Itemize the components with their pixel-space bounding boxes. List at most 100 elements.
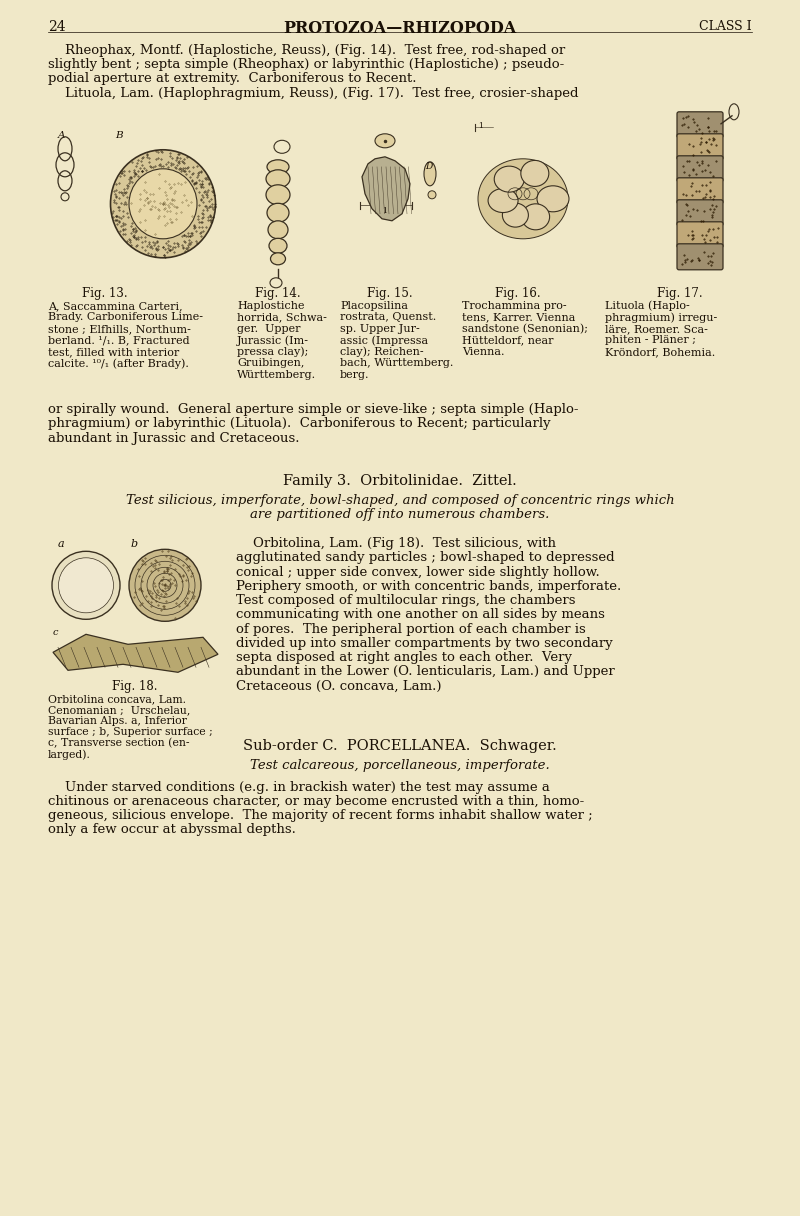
Text: bach, Württemberg.: bach, Württemberg. <box>340 359 454 368</box>
Text: 1: 1 <box>478 122 483 130</box>
Ellipse shape <box>270 253 286 265</box>
Ellipse shape <box>267 159 289 174</box>
Text: of pores.  The peripheral portion of each chamber is: of pores. The peripheral portion of each… <box>236 623 586 636</box>
Ellipse shape <box>274 140 290 153</box>
Text: test, filled with interior: test, filled with interior <box>48 347 179 356</box>
Text: B: B <box>115 131 122 140</box>
Text: Orbitolina, Lam. (Fig 18).  Test silicious, with: Orbitolina, Lam. (Fig 18). Test siliciou… <box>236 537 556 551</box>
Text: rostrata, Quenst.: rostrata, Quenst. <box>340 313 436 322</box>
Text: Cretaceous (O. concava, Lam.): Cretaceous (O. concava, Lam.) <box>236 680 442 692</box>
Text: clay); Reichen-: clay); Reichen- <box>340 347 424 358</box>
Ellipse shape <box>266 170 290 187</box>
Text: Cenomanian ;  Urschelau,: Cenomanian ; Urschelau, <box>48 705 190 715</box>
Text: abundant in Jurassic and Cretaceous.: abundant in Jurassic and Cretaceous. <box>48 432 299 445</box>
Ellipse shape <box>266 185 290 204</box>
Text: c: c <box>53 629 58 637</box>
Text: A: A <box>58 131 66 140</box>
Ellipse shape <box>478 159 568 238</box>
Text: Test calcareous, porcellaneous, imperforate.: Test calcareous, porcellaneous, imperfor… <box>250 759 550 771</box>
Ellipse shape <box>52 551 120 619</box>
FancyBboxPatch shape <box>677 199 723 226</box>
Text: Family 3.  Orbitolinidae.  Zittel.: Family 3. Orbitolinidae. Zittel. <box>283 474 517 488</box>
Ellipse shape <box>268 221 288 238</box>
Ellipse shape <box>424 162 436 186</box>
Ellipse shape <box>521 161 549 186</box>
Ellipse shape <box>269 238 287 253</box>
Text: pressa clay);: pressa clay); <box>237 347 308 358</box>
Text: Vienna.: Vienna. <box>462 347 505 356</box>
Text: ger.  Upper: ger. Upper <box>237 323 301 334</box>
Text: Fig. 14.: Fig. 14. <box>255 287 301 300</box>
Text: PROTOZOA—RHIZOPODA: PROTOZOA—RHIZOPODA <box>283 19 517 36</box>
Text: calcite. ¹⁰/₁ (after Brady).: calcite. ¹⁰/₁ (after Brady). <box>48 359 189 368</box>
Text: Haplostiche: Haplostiche <box>237 300 305 311</box>
Text: berg.: berg. <box>340 370 370 379</box>
Text: A, Saccammina Carteri,: A, Saccammina Carteri, <box>48 300 182 311</box>
Ellipse shape <box>502 203 528 227</box>
Text: phragmium) irregu-: phragmium) irregu- <box>605 313 718 323</box>
FancyBboxPatch shape <box>677 156 723 182</box>
FancyBboxPatch shape <box>677 112 723 137</box>
Text: Fig. 16.: Fig. 16. <box>495 287 541 300</box>
Text: chitinous or arenaceous character, or may become encrusted with a thin, homo-: chitinous or arenaceous character, or ma… <box>48 795 584 807</box>
FancyBboxPatch shape <box>677 178 723 204</box>
Ellipse shape <box>494 167 524 192</box>
Text: divided up into smaller compartments by two secondary: divided up into smaller compartments by … <box>236 637 613 649</box>
Text: D: D <box>425 162 432 170</box>
Text: Lituola (Haplo-: Lituola (Haplo- <box>605 300 690 311</box>
Text: abundant in the Lower (O. lenticularis, Lam.) and Upper: abundant in the Lower (O. lenticularis, … <box>236 665 614 679</box>
Text: Test composed of multilocular rings, the chambers: Test composed of multilocular rings, the… <box>236 595 575 607</box>
Text: assic (Impressa: assic (Impressa <box>340 336 428 345</box>
Text: sandstone (Senonian);: sandstone (Senonian); <box>462 323 588 334</box>
Text: Fig. 18.: Fig. 18. <box>112 680 158 693</box>
Text: c, Transverse section (en-: c, Transverse section (en- <box>48 738 190 749</box>
Text: slightly bent ; septa simple (Rheophax) or labyrinthic (Haplostiche) ; pseudo-: slightly bent ; septa simple (Rheophax) … <box>48 58 564 72</box>
Text: agglutinated sandy particles ; bowl-shaped to depressed: agglutinated sandy particles ; bowl-shap… <box>236 552 614 564</box>
Text: Orbitolina concava, Lam.: Orbitolina concava, Lam. <box>48 694 186 704</box>
Text: 1: 1 <box>382 207 387 215</box>
Text: Fig. 15.: Fig. 15. <box>367 287 413 300</box>
Text: septa disposed at right angles to each other.  Very: septa disposed at right angles to each o… <box>236 651 572 664</box>
Ellipse shape <box>375 134 395 148</box>
Text: Kröndorf, Bohemia.: Kröndorf, Bohemia. <box>605 347 715 356</box>
Text: Brady. Carboniferous Lime-: Brady. Carboniferous Lime- <box>48 313 203 322</box>
Text: stone ; Elfhills, Northum-: stone ; Elfhills, Northum- <box>48 323 191 334</box>
FancyBboxPatch shape <box>677 134 723 159</box>
Text: Gruibingen,: Gruibingen, <box>237 359 304 368</box>
FancyBboxPatch shape <box>677 243 723 270</box>
Polygon shape <box>362 157 410 221</box>
Text: Hütteldorf, near: Hütteldorf, near <box>462 336 554 345</box>
Text: läre, Roemer. Sca-: läre, Roemer. Sca- <box>605 323 708 334</box>
Text: are partitioned off into numerous chambers.: are partitioned off into numerous chambe… <box>250 508 550 522</box>
Text: geneous, silicious envelope.  The majority of recent forms inhabit shallow water: geneous, silicious envelope. The majorit… <box>48 809 593 822</box>
FancyBboxPatch shape <box>677 221 723 248</box>
Ellipse shape <box>522 204 550 230</box>
Text: Rheophax, Montf. (Haplostiche, Reuss), (Fig. 14).  Test free, rod-shaped or: Rheophax, Montf. (Haplostiche, Reuss), (… <box>48 44 566 57</box>
Text: CLASS I: CLASS I <box>699 19 752 33</box>
Ellipse shape <box>129 169 197 238</box>
Text: 24: 24 <box>48 19 66 34</box>
Text: Test silicious, imperforate, bowl-shaped, and composed of concentric rings which: Test silicious, imperforate, bowl-shaped… <box>126 494 674 507</box>
Text: sp. Upper Jur-: sp. Upper Jur- <box>340 323 420 334</box>
Text: Jurassic (Im-: Jurassic (Im- <box>237 336 309 345</box>
Text: phiten - Pläner ;: phiten - Pläner ; <box>605 336 696 345</box>
Text: phragmium) or labyrinthic (Lituola).  Carboniferous to Recent; particularly: phragmium) or labyrinthic (Lituola). Car… <box>48 417 550 430</box>
Text: Sub-order C.  PORCELLANEA.  Schwager.: Sub-order C. PORCELLANEA. Schwager. <box>243 738 557 753</box>
Text: Württemberg.: Württemberg. <box>237 370 316 379</box>
Text: tens, Karrer. Vienna: tens, Karrer. Vienna <box>462 313 575 322</box>
Text: only a few occur at abyssmal depths.: only a few occur at abyssmal depths. <box>48 823 296 837</box>
Ellipse shape <box>129 550 201 621</box>
Text: Fig. 13.: Fig. 13. <box>82 287 128 300</box>
Ellipse shape <box>537 186 569 212</box>
Text: b: b <box>131 540 138 550</box>
Ellipse shape <box>428 191 436 198</box>
Text: a: a <box>58 540 65 550</box>
Text: or spirally wound.  General aperture simple or sieve-like ; septa simple (Haplo-: or spirally wound. General aperture simp… <box>48 404 578 416</box>
Text: Lituola, Lam. (Haplophragmium, Reuss), (Fig. 17).  Test free, crosier-shaped: Lituola, Lam. (Haplophragmium, Reuss), (… <box>48 86 578 100</box>
Text: berland. ¹/₁. B, Fractured: berland. ¹/₁. B, Fractured <box>48 336 190 345</box>
Text: Trochammina pro-: Trochammina pro- <box>462 300 566 311</box>
Text: horrida, Schwa-: horrida, Schwa- <box>237 313 327 322</box>
Text: communicating with one another on all sides by means: communicating with one another on all si… <box>236 608 605 621</box>
Polygon shape <box>53 635 218 672</box>
Text: podial aperture at extremity.  Carboniferous to Recent.: podial aperture at extremity. Carbonifer… <box>48 73 417 85</box>
